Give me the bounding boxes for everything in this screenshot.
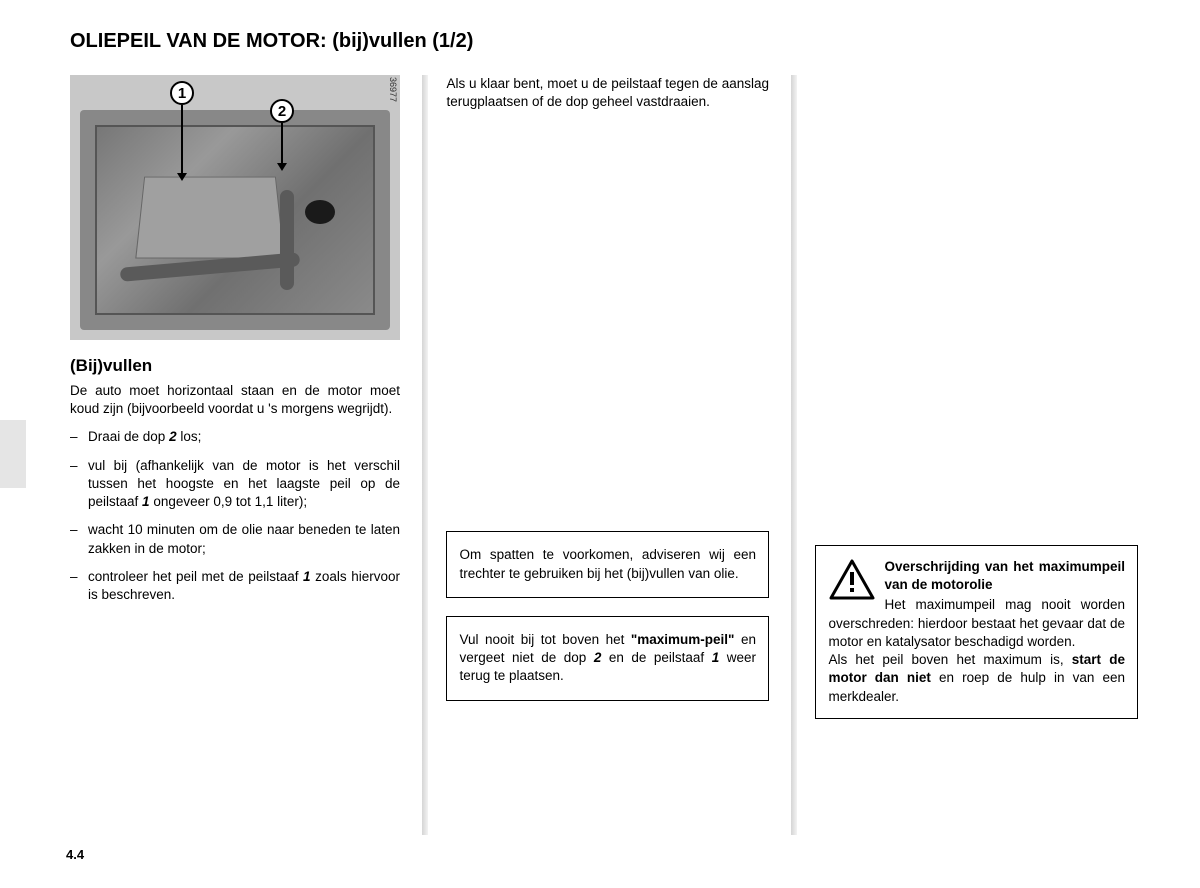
list-item: vul bij (afhankelijk van de motor is het… (70, 457, 400, 512)
column-2: Als u klaar bent, moet u de peilstaaf te… (446, 75, 769, 835)
column-1: 1 2 36977 (Bij)vullen De auto moet horiz… (70, 75, 400, 835)
page-number: 4.4 (66, 847, 84, 862)
completion-paragraph: Als u klaar bent, moet u de peilstaaf te… (446, 75, 769, 111)
engine-bay-figure: 1 2 36977 (70, 75, 400, 340)
column-3: Overschrijding van het maximumpeil van d… (815, 75, 1138, 835)
callout-1: 1 (170, 81, 194, 105)
warning-triangle-icon (828, 558, 876, 602)
column-divider (422, 75, 428, 835)
warning-paragraph-1: Het maximumpeil mag nooit worden oversch… (828, 597, 1125, 648)
warning-box: Overschrijding van het maximumpeil van d… (815, 545, 1138, 719)
max-level-box: Vul nooit bij tot boven het "maximum-pei… (446, 616, 769, 701)
list-item: wacht 10 minuten om de olie naar beneden… (70, 521, 400, 557)
subheading-bijvullen: (Bij)vullen (70, 356, 400, 376)
list-item: Draai de dop 2 los; (70, 428, 400, 446)
intro-paragraph: De auto moet horizontaal staan en de mot… (70, 382, 400, 418)
list-item: controleer het peil met de peilstaaf 1 z… (70, 568, 400, 604)
column-divider (791, 75, 797, 835)
funnel-advice-box: Om spatten te voorkomen, adviseren wij e… (446, 531, 769, 597)
callout-2: 2 (270, 99, 294, 123)
page-title: OLIEPEIL VAN DE MOTOR: (bij)vullen (1/2) (70, 30, 1160, 53)
procedure-list: Draai de dop 2 los; vul bij (afhankelijk… (70, 428, 400, 604)
image-reference-code: 36977 (388, 77, 398, 102)
section-tab-marker (0, 420, 26, 488)
